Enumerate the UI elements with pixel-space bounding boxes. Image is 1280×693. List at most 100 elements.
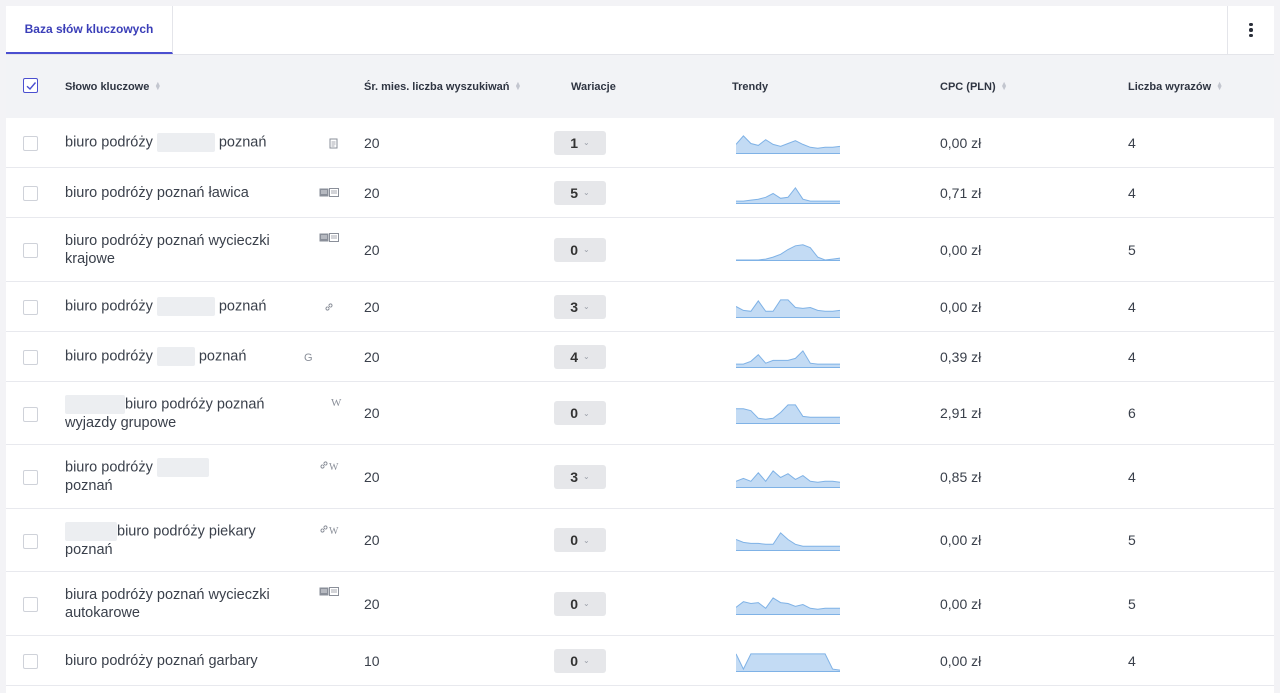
link-wiki-icon: W [319, 460, 338, 473]
keyword-text: biuro podróży poznań wyjazdy grupowe [65, 394, 305, 432]
table-row: biuro podróży piekary poznań W 20 0 ⌄ 0,00 zł… [6, 509, 1274, 572]
chevron-down-icon: ⌄ [583, 188, 590, 197]
link-icon [324, 302, 334, 315]
keyword-text: biuro podróży poznań [65, 133, 305, 152]
row-checkbox[interactable] [23, 136, 38, 151]
redacted-text [65, 394, 125, 414]
trend-line [736, 532, 840, 547]
chevron-down-icon: ⌄ [583, 535, 590, 545]
variations-count: 0 [570, 241, 579, 258]
keyword-cell: biuro podróży poznań [65, 445, 305, 508]
redacted-text [156, 347, 195, 366]
keyword-part-b: poznań [218, 298, 267, 315]
trend-sparkline [736, 186, 840, 204]
variations-cell: 3 ⌄ [554, 282, 606, 331]
variations-dropdown[interactable]: 0 ⌄ [554, 648, 606, 673]
google-icon: G [304, 352, 313, 364]
source-indicator [319, 233, 339, 245]
search-volume: 20 [364, 532, 380, 548]
trend-area [736, 135, 840, 153]
row-checkbox[interactable] [23, 406, 38, 422]
row-checkbox[interactable] [23, 654, 38, 669]
chevron-down-icon: ⌄ [583, 656, 590, 665]
cpc-value: 0,00 zł [940, 652, 982, 669]
variations-count: 0 [570, 405, 579, 421]
trend-line [736, 298, 840, 312]
trend-sparkline [736, 349, 840, 368]
source-indicator [319, 188, 339, 200]
keyword-part-a: biuro podróży [65, 459, 153, 476]
trend-cell [736, 572, 840, 635]
column-keyword[interactable]: Słowo kluczowe ▲ ▼ [65, 55, 161, 118]
keyword-text: biuro podróży poznań garbary [65, 652, 305, 670]
trend-line [736, 469, 840, 483]
cpc-value: 0,71 zł [940, 184, 982, 201]
row-checkbox[interactable] [23, 186, 38, 201]
row-checkbox[interactable] [23, 470, 38, 485]
trend-cell [736, 509, 840, 571]
search-volume: 20 [364, 405, 380, 421]
select-all-checkbox[interactable] [23, 78, 38, 93]
redacted-text [65, 521, 117, 541]
table-row: biuro podróży poznań garbary 10 0 ⌄ 0,00 zł 4 [6, 636, 1274, 686]
trend-area [736, 532, 840, 550]
trend-area [736, 187, 840, 203]
keyword-database-panel: Baza słów kluczowych Słowo kluczowe ▲ ▼ Ś… [6, 6, 1274, 693]
variations-dropdown[interactable]: 0 ⌄ [554, 237, 606, 262]
keyword-text: biuro podróży poznań [65, 458, 305, 495]
keyword-cell: biuro podróży poznań garbary [65, 636, 305, 685]
cpc-value: 0,00 zł [940, 532, 982, 548]
trend-line [736, 134, 840, 149]
keyword-part-b: poznań [65, 478, 113, 494]
row-checkbox[interactable] [23, 243, 38, 258]
tab-keyword-database[interactable]: Baza słów kluczowych [6, 6, 173, 54]
row-checkbox[interactable] [23, 350, 38, 365]
source-indicator: W [331, 397, 341, 409]
search-volume: 20 [364, 298, 380, 315]
row-checkbox[interactable] [23, 300, 38, 315]
source-indicator: W [319, 524, 338, 537]
variations-dropdown[interactable]: 4 ⌄ [554, 344, 606, 369]
variations-cell: 0 ⌄ [554, 509, 606, 571]
chevron-down-icon: ⌄ [583, 245, 590, 254]
table-row: biuro podróży poznań ławica 20 5 ⌄ 0,71 zł 4 [6, 168, 1274, 218]
more-options-icon[interactable] [1227, 6, 1274, 54]
table-row: biuro podróży poznań 20 1 ⌄ 0,00 zł 4 [6, 118, 1274, 168]
variations-cell: 4 ⌄ [554, 332, 606, 381]
trend-area [736, 244, 840, 260]
variations-dropdown[interactable]: 1 ⌄ [554, 130, 606, 155]
column-cpc[interactable]: CPC (PLN) ▲ ▼ [940, 55, 1008, 118]
variations-dropdown[interactable]: 0 ⌄ [554, 401, 606, 425]
variations-dropdown[interactable]: 0 ⌄ [554, 528, 606, 552]
keyword-part-a: biuro podróży [65, 298, 153, 315]
column-words[interactable]: Liczba wyrazów ▲ ▼ [1128, 55, 1223, 118]
word-count: 4 [1128, 134, 1136, 151]
row-checkbox[interactable] [23, 597, 38, 612]
paper-icon [329, 138, 338, 152]
variations-dropdown[interactable]: 0 ⌄ [554, 591, 606, 616]
variations-cell: 3 ⌄ [554, 445, 606, 508]
variations-count: 1 [570, 134, 579, 151]
table-row: biuro podróży poznań wycieczki krajowe 20… [6, 218, 1274, 282]
variations-dropdown[interactable]: 5 ⌄ [554, 180, 606, 205]
cpc-value: 0,00 zł [940, 298, 982, 315]
trend-line [736, 652, 840, 671]
word-count: 5 [1128, 241, 1136, 258]
trend-sparkline [736, 596, 840, 615]
variations-dropdown[interactable]: 3 ⌄ [554, 464, 606, 489]
wiki-icon-label: W [329, 526, 339, 537]
card-icon [319, 188, 339, 200]
column-volume[interactable]: Śr. mies. liczba wyszukiwań ▲ ▼ [364, 55, 521, 118]
variations-count: 4 [570, 348, 579, 365]
row-checkbox[interactable] [23, 533, 38, 549]
keyword-part-a: biuro podróży [65, 134, 153, 151]
trend-area [736, 653, 840, 671]
redacted-text [156, 133, 215, 152]
keyword-cell: biuro podróży poznań wycieczki krajowe [65, 218, 305, 281]
word-count: 4 [1128, 298, 1136, 315]
variations-dropdown[interactable]: 3 ⌄ [554, 294, 606, 319]
card-icon [319, 587, 339, 599]
column-trends: Trendy [732, 55, 768, 118]
trend-sparkline [736, 404, 840, 424]
trend-cell [736, 218, 840, 281]
